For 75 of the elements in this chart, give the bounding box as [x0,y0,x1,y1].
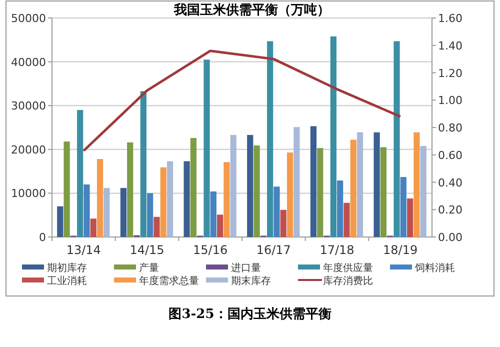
x-tick-label: 15/16 [193,243,228,257]
legend-label: 进口量 [231,262,261,274]
bar [394,41,400,237]
bar [254,145,260,237]
legend-label: 产量 [139,262,159,274]
bar [190,138,196,237]
legend-label: 年度供应量 [323,262,373,274]
bar [216,214,224,237]
bar [350,140,356,237]
bar [64,142,70,237]
bar [160,167,166,237]
bar [317,148,324,237]
bar [104,188,110,237]
legend-label: 期末库存 [231,275,271,287]
x-tick-label: 16/17 [256,243,291,257]
bar [77,110,84,237]
bar [330,36,336,237]
bar [147,193,154,237]
bar [380,147,386,237]
y2-tick-label: 1.40 [438,39,462,52]
y-tick-label: 10000 [11,187,46,200]
y2-tick-label: 1.20 [438,66,462,80]
y-tick-label: 50000 [11,12,46,25]
legend-label: 库存消费比 [323,275,373,287]
bar [204,60,210,237]
bar [280,210,286,237]
bar [166,161,174,237]
legend-label: 期初库存 [47,262,87,274]
y-tick-label: 30000 [11,100,46,113]
bar [140,91,146,237]
y2-tick-label: 0.00 [438,231,462,244]
bar [337,180,344,237]
bar [230,134,236,237]
y2-tick-label: 1.60 [438,12,462,25]
bar [267,41,274,237]
y2-tick-label: 0.80 [438,122,462,134]
bar [414,132,420,237]
bar [184,161,190,237]
x-tick-label: 17/18 [320,243,354,257]
y2-tick-label: 1.00 [438,94,462,108]
bar [224,162,230,237]
y-tick-label: 40000 [11,56,46,69]
bar [210,191,216,237]
x-tick-label: 18/19 [383,243,418,257]
bar [247,134,254,237]
bar [274,186,280,237]
bar [84,184,90,237]
legend-label: 工业消耗 [47,275,87,287]
caption: 图3-25：国内玉米供需平衡 [168,307,332,322]
y2-tick-label: 0.60 [438,148,462,162]
y-tick-label: 20000 [11,143,46,156]
bar [127,142,134,237]
line-series [82,50,402,152]
bar [294,127,300,237]
bar [57,206,64,237]
chart-title: 我国玉米供需平衡（万吨） [173,2,330,18]
bar [120,188,127,237]
bar [154,216,160,237]
legend-label: 饲料消耗 [414,262,455,274]
legend-label: 年度需求总量 [139,275,199,287]
x-tick-label: 14/15 [130,243,164,257]
bar [374,132,380,237]
y-tick-label: 0 [39,231,46,244]
bar [344,202,350,237]
bar [96,159,104,237]
y2-tick-label: 0.20 [438,204,462,217]
bar [420,146,426,237]
bar [286,152,294,237]
bar [310,126,317,237]
bar [406,198,414,237]
bar [356,132,364,237]
bar [400,176,406,237]
x-tick-label: 13/14 [66,243,101,257]
y2-tick-label: 0.40 [438,176,462,190]
bar [90,218,96,237]
